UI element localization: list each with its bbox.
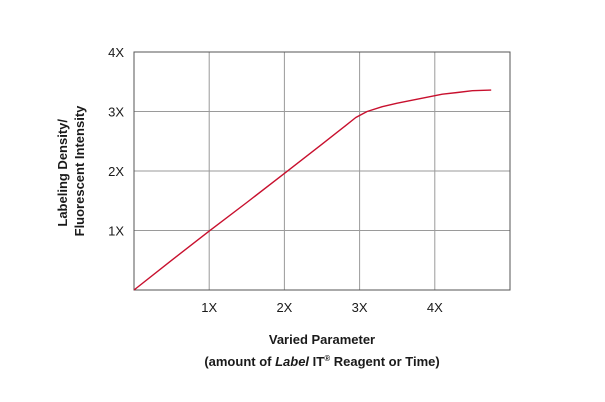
- y-axis-title-line-2: Fluorescent Intensity: [72, 105, 87, 237]
- series-line-0: [133, 89, 492, 291]
- y-tick-label: 3X: [108, 105, 124, 120]
- x-tick-label: 4X: [427, 300, 443, 315]
- series-layer: [133, 89, 492, 291]
- x-axis-subtitle: (amount of Label IT® Reagent or Time): [204, 354, 439, 369]
- y-tick-label: 1X: [108, 224, 124, 239]
- y-axis-title: Labeling Density/ Fluorescent Intensity: [55, 105, 87, 237]
- y-tick-label: 2X: [108, 164, 124, 179]
- tick-labels: 1X 2X 3X 4X 1X 2X 3X 4X: [108, 45, 443, 315]
- x-tick-label: 3X: [352, 300, 368, 315]
- x-tick-label: 2X: [276, 300, 292, 315]
- x-axis-subtitle-italic: Label: [275, 354, 309, 369]
- x-axis-subtitle-brand: IT: [309, 354, 324, 369]
- y-axis-title-line-1: Labeling Density/: [55, 119, 70, 227]
- grid: [134, 51, 510, 290]
- x-axis-subtitle-prefix: (amount of: [204, 354, 275, 369]
- y-tick-label: 4X: [108, 45, 124, 60]
- x-tick-label: 1X: [201, 300, 217, 315]
- plot-frame: [133, 51, 511, 291]
- x-axis-subtitle-mark: ®: [324, 354, 330, 363]
- x-axis-title: Varied Parameter: [269, 332, 375, 347]
- x-axis-subtitle-suffix: Reagent or Time): [330, 354, 440, 369]
